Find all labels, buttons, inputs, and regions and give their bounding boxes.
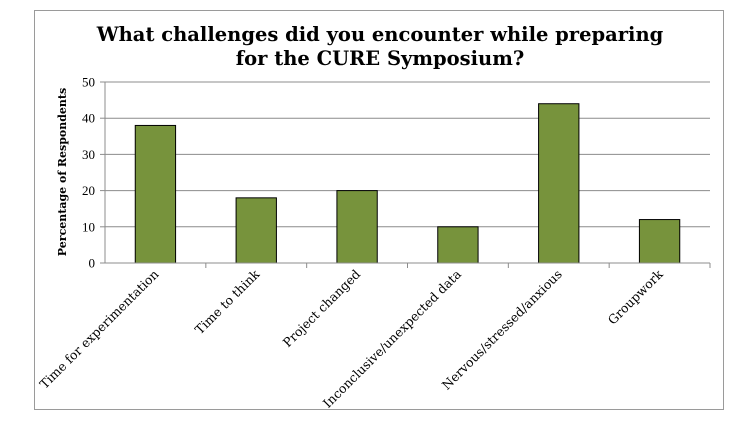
y-tick-label: 0 [89,256,96,271]
x-category-label: Groupwork [605,266,666,327]
y-tick-label: 10 [82,219,95,234]
y-tick-label: 40 [82,111,95,126]
gridlines [105,81,710,228]
y-tick-label: 30 [82,147,95,162]
axes [100,81,711,268]
x-category-label: Time to think [192,266,263,337]
bars [134,103,681,264]
y-axis-label: Percentage of Respondents [56,88,69,256]
x-category-label: Time for experimentation [36,267,161,392]
bar-2 [336,190,378,264]
y-tick-label: 20 [82,183,95,198]
bar-5 [638,219,681,264]
bar-4 [538,103,580,264]
chart-title-line-2: for the CURE Symposium? [236,47,525,70]
bar-1 [235,197,277,264]
chart-title-line-1: What challenges did you encounter while … [96,23,664,46]
y-tick-labels: 0 10 20 30 40 50 [82,75,95,271]
bar-0 [134,124,177,264]
x-category-labels: Time for experimentation Time to think Pro… [36,266,666,411]
x-category-label: Project changed [280,267,364,351]
bar-3 [437,226,479,264]
y-tick-label: 50 [82,75,95,90]
x-category-label: Nervous/stressed/anxious [439,267,565,393]
